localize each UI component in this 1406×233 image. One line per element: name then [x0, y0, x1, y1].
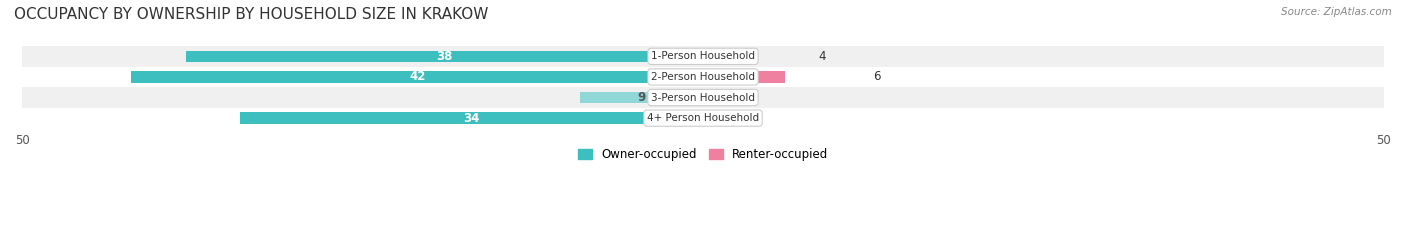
Legend: Owner-occupied, Renter-occupied: Owner-occupied, Renter-occupied	[572, 143, 834, 165]
Text: 9: 9	[637, 91, 645, 104]
Bar	[703, 92, 727, 103]
Text: OCCUPANCY BY OWNERSHIP BY HOUSEHOLD SIZE IN KRAKOW: OCCUPANCY BY OWNERSHIP BY HOUSEHOLD SIZE…	[14, 7, 488, 22]
Bar	[581, 92, 703, 103]
Text: 6: 6	[873, 70, 880, 83]
Text: 1-Person Household: 1-Person Household	[651, 51, 755, 61]
Bar	[22, 87, 1384, 108]
Bar	[703, 51, 758, 62]
Bar	[22, 46, 1384, 67]
Text: 4: 4	[818, 50, 827, 63]
Bar	[703, 71, 785, 83]
Text: 4+ Person Household: 4+ Person Household	[647, 113, 759, 123]
Text: 0: 0	[733, 112, 741, 125]
Bar	[240, 113, 703, 124]
Text: 0: 0	[733, 91, 741, 104]
Text: 3-Person Household: 3-Person Household	[651, 93, 755, 103]
Bar	[131, 71, 703, 83]
Text: 2-Person Household: 2-Person Household	[651, 72, 755, 82]
Bar	[22, 67, 1384, 87]
Bar	[186, 51, 703, 62]
Text: 38: 38	[436, 50, 453, 63]
Bar	[22, 108, 1384, 128]
Text: 34: 34	[464, 112, 479, 125]
Text: 42: 42	[409, 70, 426, 83]
Text: Source: ZipAtlas.com: Source: ZipAtlas.com	[1281, 7, 1392, 17]
Bar	[703, 113, 727, 124]
